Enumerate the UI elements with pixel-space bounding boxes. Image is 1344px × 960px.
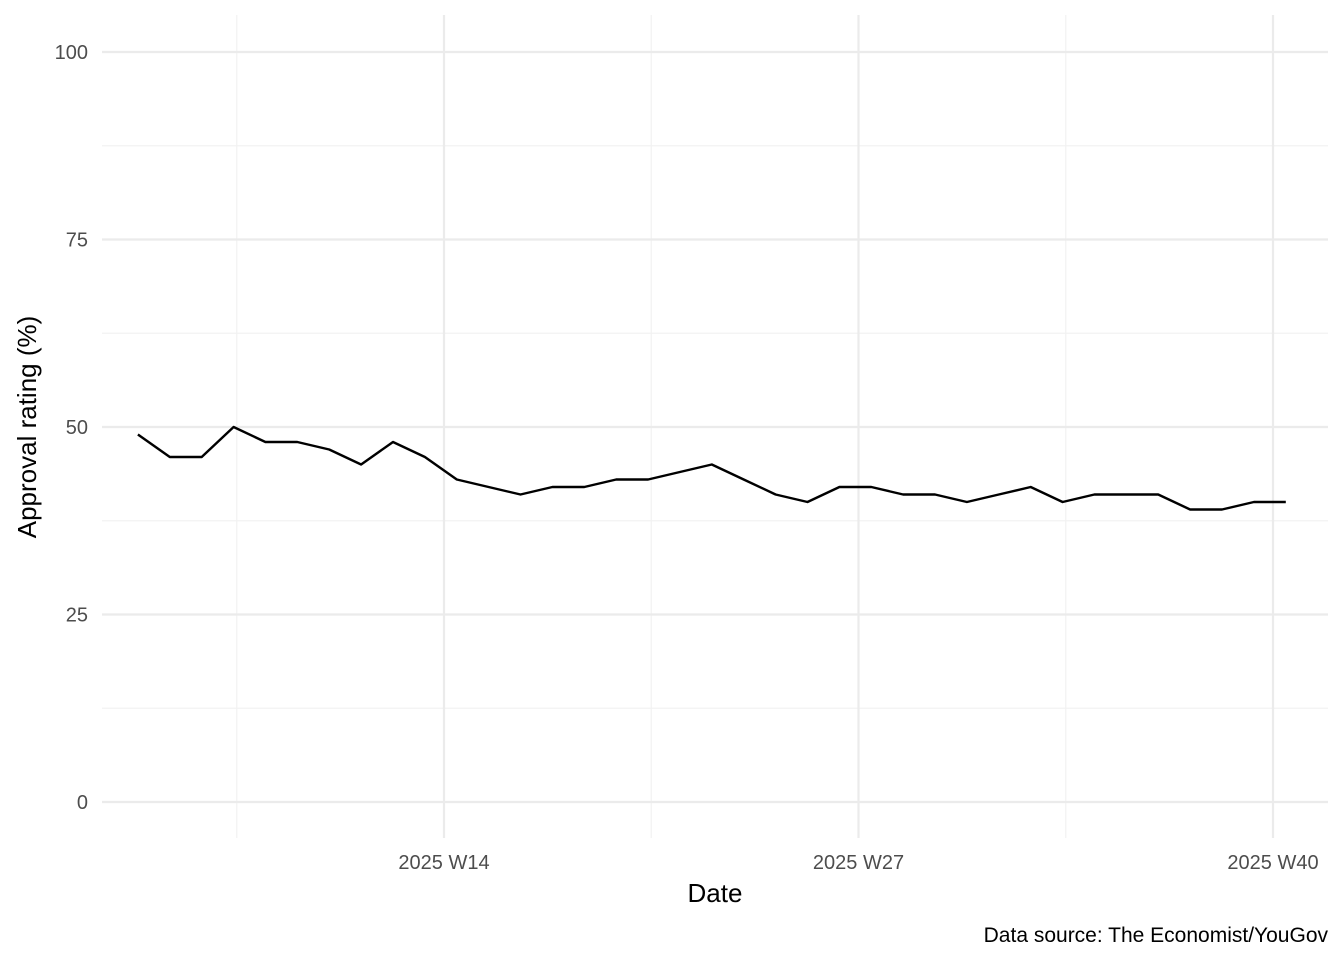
- y-tick-label: 0: [77, 792, 88, 814]
- y-tick-label: 100: [55, 42, 88, 64]
- y-tick-label: 50: [66, 417, 88, 439]
- y-axis-title: Approval rating (%): [12, 316, 42, 539]
- y-tick-label: 25: [66, 605, 88, 627]
- y-tick-label: 75: [66, 230, 88, 252]
- x-tick-labels: 2025 W14 2025 W27 2025 W40: [398, 852, 1318, 874]
- x-tick-label: 2025 W40: [1227, 852, 1318, 874]
- grid: [102, 15, 1328, 838]
- data-source-caption: Data source: The Economist/YouGov: [984, 924, 1329, 947]
- y-tick-labels: 0 25 50 75 100: [55, 42, 88, 814]
- x-axis-title: Date: [688, 878, 743, 908]
- series-line: [137, 425, 1286, 511]
- x-tick-label: 2025 W27: [813, 852, 904, 874]
- x-tick-label: 2025 W14: [398, 852, 489, 874]
